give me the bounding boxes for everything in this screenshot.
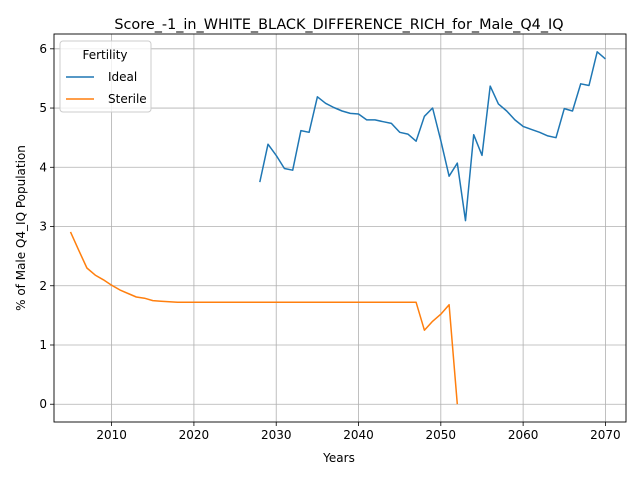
x-axis-label: Years [322, 451, 355, 465]
x-axis-ticks: 2010 2020 2030 2040 2050 2060 2070 [96, 422, 621, 442]
y-tick-label: 1 [39, 338, 47, 352]
y-axis-ticks: 0 1 2 3 4 5 6 [39, 42, 54, 411]
plot-frame [53, 33, 627, 423]
y-tick-label: 5 [39, 101, 47, 115]
x-tick-label: 2050 [426, 428, 457, 442]
y-tick-label: 4 [39, 160, 47, 174]
legend-box [59, 40, 152, 113]
y-tick-label: 3 [39, 220, 47, 234]
data-series [69, 51, 606, 405]
x-tick-label: 2060 [508, 428, 539, 442]
y-tick-label: 2 [39, 279, 47, 293]
legend-label-sterile: Sterile [108, 92, 147, 106]
y-tick-label: 0 [39, 397, 47, 411]
x-tick-label: 2020 [179, 428, 210, 442]
y-axis-label: % of Male Q4_IQ Population [14, 145, 28, 311]
x-tick-label: 2010 [96, 428, 127, 442]
legend-label-ideal: Ideal [108, 70, 137, 84]
legend-title: Fertility [82, 48, 127, 62]
x-tick-label: 2070 [590, 428, 621, 442]
chart-title: Score_-1_in_WHITE_BLACK_DIFFERENCE_RICH_… [114, 17, 563, 33]
x-tick-label: 2030 [261, 428, 292, 442]
grid-lines [54, 34, 626, 422]
y-tick-label: 6 [39, 42, 47, 56]
legend: Fertility Ideal Sterile [59, 40, 152, 113]
series-line-ideal [259, 51, 606, 222]
x-tick-label: 2040 [343, 428, 374, 442]
series-line-sterile [69, 231, 459, 405]
